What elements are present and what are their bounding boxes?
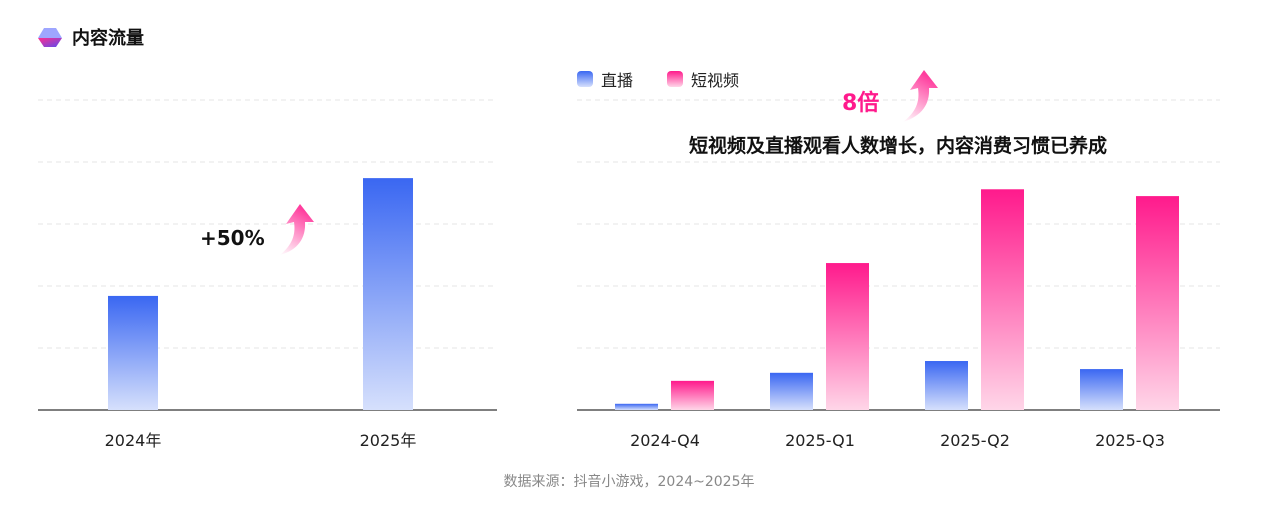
bar-短视频-2025-Q3 — [1136, 196, 1179, 410]
growth-annotation-left: +50% — [200, 226, 265, 250]
x-tick-label: 2025年 — [360, 431, 417, 450]
bar-直播-2024-Q4 — [615, 403, 658, 410]
bar-短视频-2025-Q1 — [826, 263, 869, 410]
x-tick-label: 2024年 — [105, 431, 162, 450]
left-chart-gridlines — [38, 99, 497, 349]
right-chart-gridlines — [577, 99, 1220, 349]
up-arrow-icon — [903, 70, 938, 122]
logo-icon — [38, 28, 62, 47]
bar-直播-2025-Q3 — [1080, 369, 1123, 410]
legend-swatch-short-video — [667, 71, 683, 87]
x-tick-label: 2025-Q3 — [1095, 431, 1165, 450]
bar-2024年 — [108, 295, 158, 410]
legend-label-short-video: 短视频 — [691, 71, 739, 90]
bar-短视频-2024-Q4 — [671, 380, 714, 410]
bar-直播-2025-Q1 — [770, 372, 813, 410]
x-tick-label: 2025-Q2 — [940, 431, 1010, 450]
legend-label-live: 直播 — [601, 71, 633, 90]
legend-swatch-live — [577, 71, 593, 87]
bar-短视频-2025-Q2 — [981, 189, 1024, 410]
page-title: 内容流量 — [72, 27, 144, 49]
x-tick-label: 2024-Q4 — [630, 431, 700, 450]
bar-直播-2025-Q2 — [925, 361, 968, 410]
data-source-note: 数据来源：抖音小游戏，2024~2025年 — [504, 473, 755, 490]
right-chart-title: 短视频及直播观看人数增长，内容消费习惯已养成 — [689, 134, 1107, 157]
up-arrow-icon — [280, 204, 314, 255]
bar-2025年 — [363, 178, 413, 410]
growth-annotation-right: 8倍 — [842, 90, 879, 116]
x-tick-label: 2025-Q1 — [785, 431, 855, 450]
